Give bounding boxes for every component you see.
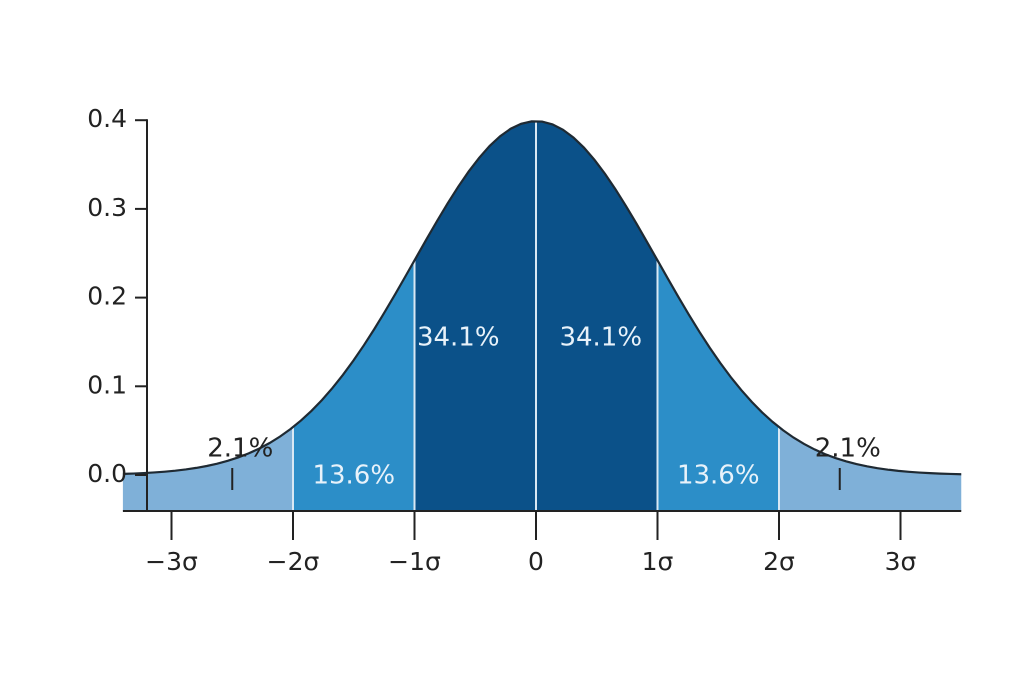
band-fill-1 (293, 260, 415, 511)
density-curve (122, 120, 962, 476)
x-tick-label: −2σ (267, 547, 320, 576)
band-fill-5 (779, 427, 962, 511)
x-tick-label: 1σ (642, 547, 674, 576)
band-label-second: 13.6% (677, 461, 760, 491)
x-tick-label: −1σ (388, 547, 441, 576)
y-tick-label: 0.3 (87, 193, 127, 222)
band-label-first: 34.1% (559, 323, 642, 353)
x-tick-label: 3σ (885, 547, 917, 576)
band-fill-0 (122, 427, 294, 511)
band-fill-2 (414, 121, 536, 511)
x-tick-label: 0 (528, 547, 544, 576)
band-label-first: 34.1% (417, 323, 500, 353)
y-tick-label: 0.1 (87, 370, 127, 399)
band-label-tail: 2.1% (207, 434, 273, 464)
x-tick-label: −3σ (145, 547, 198, 576)
band-labels: 2.1% 13.6% 34.1% 34.1% 13.6% 2.1% (207, 323, 881, 491)
band-fill-3 (536, 121, 658, 511)
band-fill-4 (657, 260, 779, 511)
y-tick-label: 0.0 (87, 459, 127, 488)
sigma-dividers (292, 121, 780, 511)
band-label-second: 13.6% (312, 461, 395, 491)
curve-layer (122, 120, 962, 476)
y-tick-label: 0.2 (87, 282, 127, 311)
band-label-tail: 2.1% (815, 434, 881, 464)
band-fills (122, 121, 962, 511)
axes: −3σ −2σ −1σ 0 1σ 2σ 3σ 0.0 0.1 0.2 0.3 0.4 (87, 104, 962, 576)
x-tick-label: 2σ (763, 547, 795, 576)
y-tick-label: 0.4 (87, 104, 127, 133)
